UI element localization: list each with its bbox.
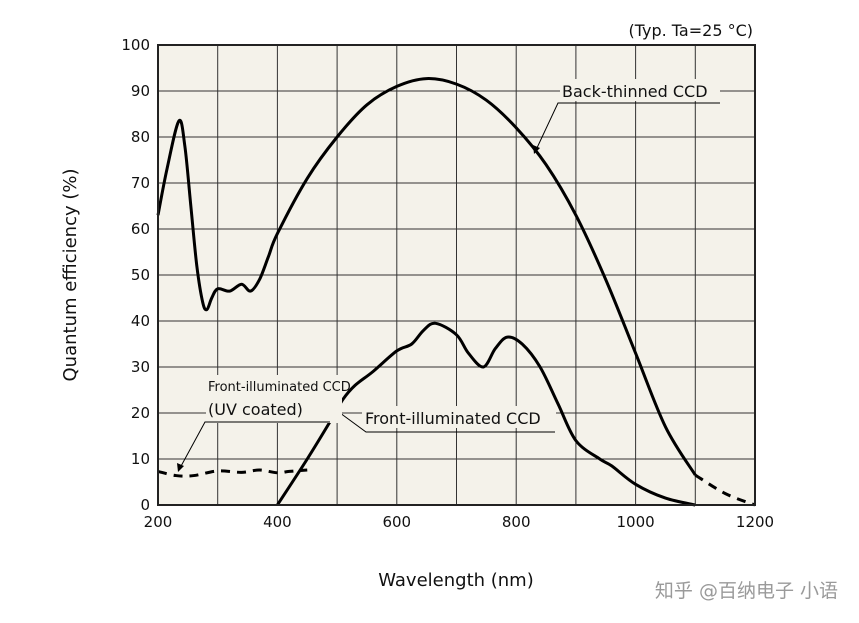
annotation-front-uv-line2: (UV coated) <box>208 400 303 419</box>
plot-frame <box>157 44 756 506</box>
y-tick-label: 70 <box>131 174 150 192</box>
y-tick-label: 10 <box>131 450 150 468</box>
series-front-illuminated-ccd-uv-coated <box>157 468 308 478</box>
y-tick-label: 80 <box>131 128 150 146</box>
x-tick-label: 400 <box>263 513 292 531</box>
series-lines <box>156 77 756 507</box>
series-back-thinned-ccd <box>156 77 697 476</box>
y-tick-label: 50 <box>131 266 150 284</box>
y-tick-label: 30 <box>131 358 150 376</box>
annotation-front-uv-line1: Front-illuminated CCD <box>208 380 351 395</box>
y-tick-label: 100 <box>121 36 150 54</box>
annotation-front-uv: Front-illuminated CCD (UV coated) <box>177 375 351 472</box>
x-tick-label: 1000 <box>617 513 655 531</box>
series-back-thinned-ccd-extrapolated <box>694 473 756 507</box>
annotation-back-thinned-label: Back-thinned CCD <box>562 82 708 101</box>
y-tick-label: 90 <box>131 82 150 100</box>
tick-labels: 200 400 600 800 1000 1200 0 10 20 30 40 50 60 70 80 90 1… <box>121 36 774 531</box>
watermark: 知乎 @百纳电子 小语 <box>655 580 838 602</box>
y-tick-label: 0 <box>140 496 150 514</box>
condition-note: (Typ. Ta=25 °C) <box>628 21 753 40</box>
y-tick-label: 60 <box>131 220 150 238</box>
x-tick-label: 1200 <box>736 513 774 531</box>
y-axis-label: Quantum efficiency (%) <box>60 168 81 381</box>
x-axis-label: Wavelength (nm) <box>378 570 534 591</box>
y-tick-label: 40 <box>131 312 150 330</box>
x-tick-label: 200 <box>144 513 173 531</box>
y-tick-label: 20 <box>131 404 150 422</box>
annotation-front-label: Front-illuminated CCD <box>365 409 541 428</box>
x-tick-label: 800 <box>502 513 531 531</box>
series-front-illuminated-ccd <box>276 321 696 507</box>
annotation-front-illuminated: Front-illuminated CCD <box>333 406 556 433</box>
x-tick-label: 600 <box>382 513 411 531</box>
annotation-back-thinned: Back-thinned CCD <box>533 79 720 154</box>
